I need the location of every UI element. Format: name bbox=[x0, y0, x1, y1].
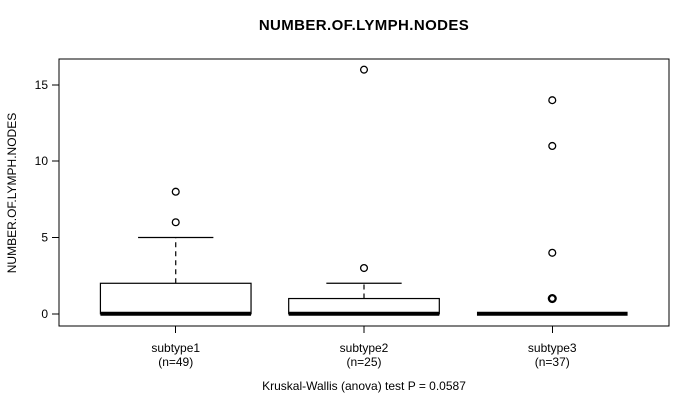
outlier-point bbox=[548, 141, 557, 151]
caption-text: Kruskal-Wallis (anova) test P = 0.0587 bbox=[262, 379, 466, 393]
outlier-point bbox=[548, 96, 557, 105]
y-tick-label: 10 bbox=[35, 154, 49, 168]
group-label: subtype3 bbox=[528, 341, 577, 355]
group-sublabel: (n=49) bbox=[158, 355, 193, 369]
outlier-point bbox=[547, 293, 557, 304]
group-label: subtype1 bbox=[151, 341, 200, 355]
outlier-point bbox=[171, 218, 180, 227]
outlier-point bbox=[359, 263, 369, 273]
y-tick-label: 5 bbox=[41, 231, 48, 245]
outlier-point bbox=[548, 248, 557, 257]
y-tick-label: 15 bbox=[35, 78, 49, 92]
box bbox=[288, 297, 440, 315]
outlier-point bbox=[359, 65, 369, 74]
group-sublabel: (n=25) bbox=[346, 355, 381, 369]
chart-title: NUMBER.OF.LYMPH.NODES bbox=[259, 17, 469, 34]
plot-area: 0 5 10 15 subtype1(n=49) subtype2(n=25) subtyp… bbox=[35, 58, 670, 369]
group-sublabel: (n=37) bbox=[535, 355, 570, 369]
y-axis-label: NUMBER.OF.LYMPH.NODES bbox=[5, 113, 19, 273]
y-tick-label: 0 bbox=[41, 307, 48, 321]
group-label: subtype2 bbox=[340, 341, 389, 355]
outlier-point bbox=[171, 187, 180, 196]
box bbox=[99, 282, 252, 315]
